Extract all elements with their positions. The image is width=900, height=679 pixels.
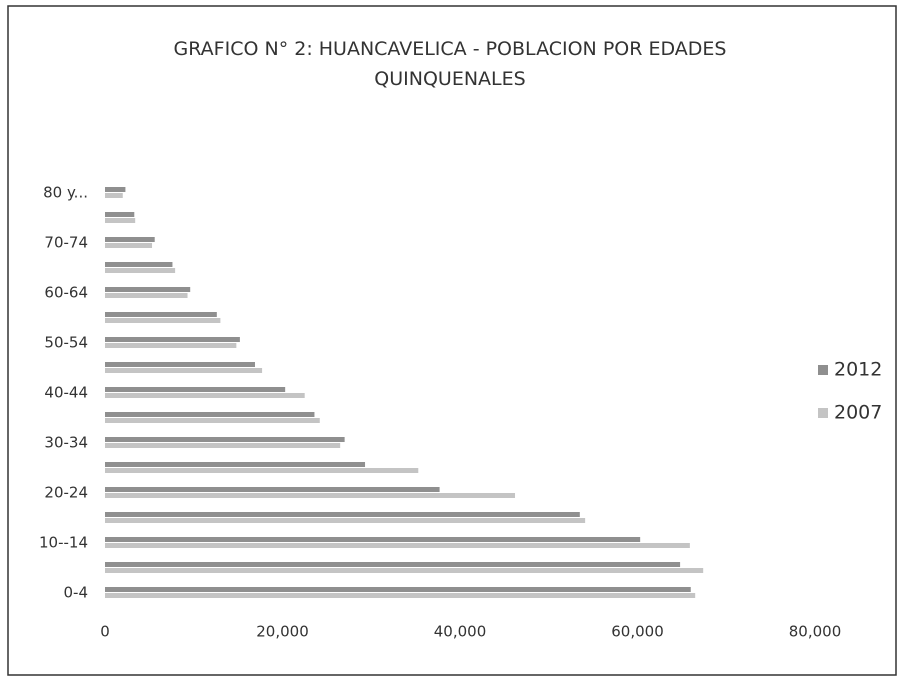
bar [105, 418, 320, 423]
bar [105, 468, 419, 473]
bar [105, 587, 691, 592]
bar [105, 343, 237, 348]
bar [105, 262, 173, 267]
bar [105, 362, 255, 367]
bar [105, 493, 516, 498]
bar [105, 268, 176, 273]
legend-swatch [818, 365, 828, 375]
bar [105, 393, 305, 398]
bar [105, 437, 345, 442]
bar [105, 568, 704, 573]
bar [105, 293, 188, 298]
bar [105, 218, 136, 223]
y-tick-label: 50-54 [44, 334, 88, 352]
x-tick-label: 0 [100, 623, 110, 641]
y-tick-label: 60-64 [44, 284, 88, 302]
x-tick-label: 80,000 [789, 623, 842, 641]
bar [105, 562, 681, 567]
x-tick-label: 20,000 [256, 623, 309, 641]
bar [105, 593, 696, 598]
y-tick-label: 20-24 [44, 484, 88, 502]
chart-frame [7, 5, 897, 676]
bar [105, 412, 315, 417]
y-tick-label: 30-34 [44, 434, 88, 452]
bar [105, 443, 341, 448]
y-tick-label: 80 y... [43, 184, 88, 202]
bar [105, 187, 126, 192]
bar [105, 543, 690, 548]
bar [105, 487, 440, 492]
bar [105, 243, 153, 248]
y-tick-label: 10--14 [39, 534, 88, 552]
bar [105, 287, 191, 292]
legend-swatch [818, 408, 828, 418]
bar [105, 387, 286, 392]
bar [105, 212, 135, 217]
y-tick-label: 70-74 [44, 234, 88, 252]
y-tick-label: 0-4 [64, 584, 89, 602]
chart-title: GRAFICO N° 2: HUANCAVELICA - POBLACION P… [173, 38, 727, 90]
legend-label: 2012 [834, 359, 882, 381]
bar [105, 537, 641, 542]
bar [105, 337, 240, 342]
bar [105, 518, 586, 523]
legend-label: 2007 [834, 402, 882, 424]
bar [105, 462, 366, 467]
bar [105, 237, 155, 242]
x-tick-label: 60,000 [611, 623, 664, 641]
bar [105, 193, 123, 198]
bar [105, 512, 580, 517]
bar [105, 312, 217, 317]
bar [105, 368, 263, 373]
bar [105, 318, 221, 323]
y-tick-label: 40-44 [44, 384, 88, 402]
x-tick-label: 40,000 [434, 623, 487, 641]
